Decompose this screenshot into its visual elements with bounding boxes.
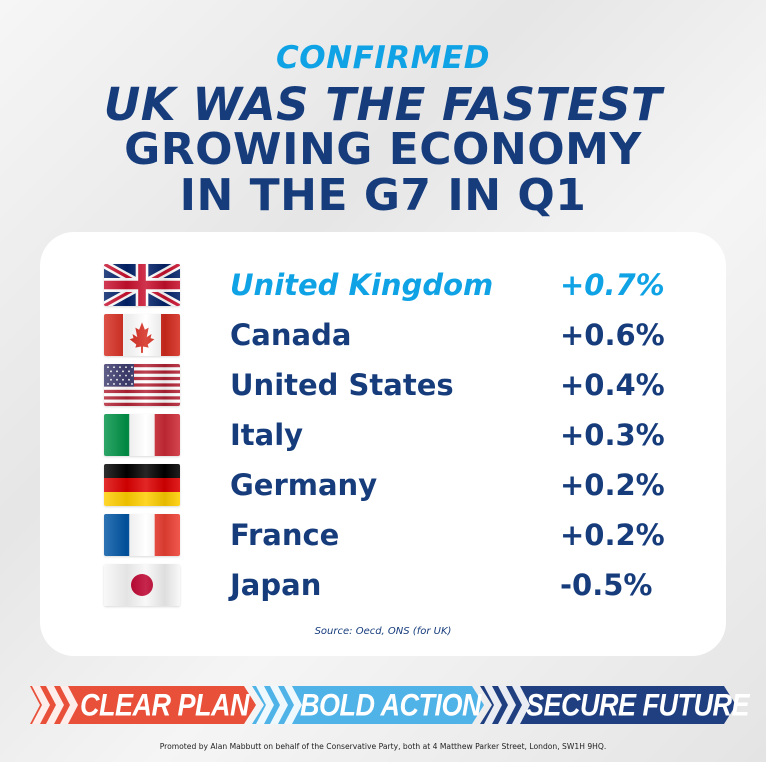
headline-line-1: UK WAS THE FASTEST [103,78,663,131]
growth-value: +0.2% [560,468,665,502]
banner-text: BOLD ACTION [300,687,481,723]
table-row: France +0.2% [40,512,726,560]
uk-flag-icon [104,264,180,306]
banner-text: CLEAR PLAN [80,687,250,723]
country-name: Germany [230,468,378,502]
country-name: France [230,518,340,552]
germany-flag-icon [104,464,180,506]
table-row: Italy +0.3% [40,412,726,460]
table-row: Germany +0.2% [40,462,726,510]
country-name: Canada [230,318,352,352]
country-name: Italy [230,418,304,452]
country-name: United States [230,368,454,402]
growth-value: -0.5% [560,568,653,602]
table-row: United Kingdom +0.7% [40,262,726,310]
source-note: Source: Oecd, ONS (for UK) [314,626,452,637]
france-flag-icon [104,514,180,556]
japan-flag-icon [104,564,180,606]
canada-flag-icon [104,314,180,356]
usa-flag-icon [104,364,180,406]
growth-value: +0.4% [560,368,665,402]
secure-future-banner: SECURE FUTURE [480,686,750,724]
kicker-text: CONFIRMED [276,40,490,76]
country-name: Japan [230,568,322,602]
table-row: United States +0.4% [40,362,726,410]
growth-value: +0.2% [560,518,665,552]
table-row: Canada +0.6% [40,312,726,360]
country-name: United Kingdom [230,268,494,302]
headline-line-2: GROWING ECONOMY [124,124,642,175]
clear-plan-banner: CLEAR PLAN [30,686,256,724]
headline-line-3: IN THE G7 IN Q1 [179,170,587,221]
growth-value: +0.6% [560,318,665,352]
growth-value: +0.7% [560,268,665,302]
ranking-card: United Kingdom +0.7% Canada +0.6% [40,232,726,656]
bold-action-banner: BOLD ACTION [252,686,484,724]
growth-value: +0.3% [560,418,665,452]
banner-text: SECURE FUTURE [526,687,750,723]
table-row: Japan -0.5% [40,562,726,610]
italy-flag-icon [104,414,180,456]
imprint-footer: Promoted by Alan Mabbutt on behalf of th… [159,742,607,751]
